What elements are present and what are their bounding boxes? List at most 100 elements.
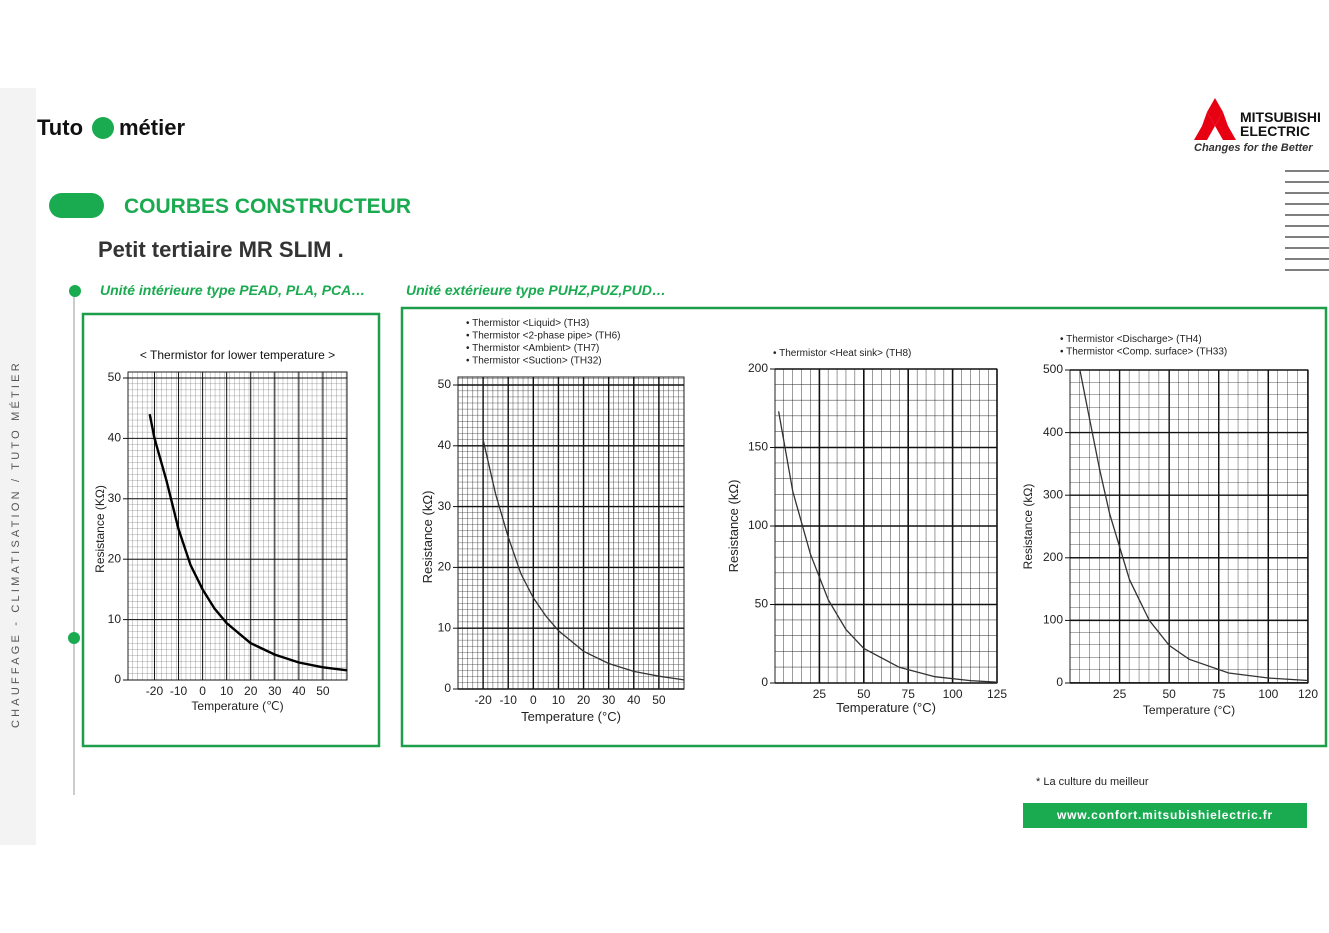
chart-frame (81, 312, 381, 748)
x-tick-label: -20 (474, 693, 492, 707)
section-title: COURBES CONSTRUCTEUR (124, 195, 411, 218)
y-axis-label: Resistance (KΩ) (93, 485, 107, 573)
x-tick-label: 10 (552, 693, 566, 707)
curve (482, 439, 685, 681)
y-tick-label: 30 (108, 491, 122, 505)
y-axis-label: Resistance (kΩ) (726, 480, 741, 573)
y-tick-label: 200 (1043, 550, 1063, 564)
y-tick-label: 30 (438, 499, 452, 513)
x-tick-label: 100 (943, 687, 963, 701)
y-tick-label: 500 (1043, 362, 1063, 376)
x-tick-label: 125 (987, 687, 1007, 701)
curve (777, 411, 998, 683)
chart-frame (400, 306, 1328, 748)
menu-lines (1285, 170, 1329, 271)
logo: MITSUBISHI ELECTRIC Changes for the Bett… (1194, 98, 1321, 154)
brand-dot (92, 117, 114, 139)
sidebar (0, 88, 36, 845)
brand-right: métier (119, 115, 185, 140)
curve (148, 413, 348, 672)
y-axis-label: Resistance (kΩ) (1021, 484, 1035, 570)
x-tick-label: 50 (857, 687, 871, 701)
x-tick-label: 100 (1258, 687, 1278, 701)
plot-grid (457, 376, 685, 690)
x-tick-label: 10 (220, 684, 234, 698)
chart: 0 50 100 150 200 25 50 75 100 125 • Thermistor <He… (726, 348, 1007, 715)
annotation: • Thermistor <Ambient> (TH7) (466, 343, 599, 354)
x-tick-label: 40 (627, 693, 641, 707)
page-title: Petit tertiaire MR SLIM . (98, 237, 344, 262)
side-text: CHAUFFAGE - CLIMATISATION / TUTO MÉTIER (9, 360, 22, 728)
y-tick-label: 50 (438, 377, 452, 391)
y-tick-label: 0 (114, 672, 121, 686)
logo-line: ELECTRIC (1240, 123, 1310, 139)
y-tick-label: 10 (108, 612, 122, 626)
x-tick-label: 50 (316, 684, 330, 698)
subtitle: Unité intérieure type PEAD, PLA, PCA… (100, 282, 365, 298)
x-tick-label: 50 (1162, 687, 1176, 701)
y-tick-label: 150 (748, 440, 768, 454)
annotation: • Thermistor <Suction> (TH32) (466, 356, 602, 367)
y-tick-label: 20 (438, 560, 452, 574)
y-tick-label: 0 (761, 675, 768, 689)
y-tick-label: 100 (1043, 613, 1063, 627)
curve (1079, 369, 1309, 682)
x-axis-label: Temperature (°C) (521, 709, 621, 724)
url-bar[interactable] (1023, 803, 1307, 828)
y-tick-label: 100 (748, 518, 768, 532)
nav-dot (69, 285, 81, 297)
logo-tagline: Changes for the Better (1194, 142, 1313, 154)
x-tick-label: 75 (1212, 687, 1226, 701)
chart: 0 10 20 30 40 50 -20 -10 0 10 20 30 40 50 < Thermistor… (93, 348, 348, 713)
x-tick-label: -20 (146, 684, 164, 698)
logo-diamond (1215, 112, 1236, 140)
y-tick-label: 10 (438, 620, 452, 634)
section-pill (49, 193, 104, 218)
nav-dot (68, 632, 80, 644)
y-tick-label: 0 (1056, 675, 1063, 689)
plot-grid (127, 371, 348, 681)
plot-grid (1069, 369, 1309, 684)
logo-line: MITSUBISHI (1240, 109, 1321, 125)
x-tick-label: 50 (652, 693, 666, 707)
y-tick-label: 400 (1043, 425, 1063, 439)
x-tick-label: 25 (1113, 687, 1127, 701)
y-tick-label: 40 (108, 431, 122, 445)
chart: 0 100 200 300 400 500 25 50 75 100 120 • Thermistor… (1021, 334, 1318, 717)
x-tick-label: 20 (244, 684, 258, 698)
y-tick-label: 40 (438, 438, 452, 452)
x-tick-label: 25 (813, 687, 827, 701)
x-axis-label: Temperature (℃) (191, 699, 283, 713)
footer-note: * La culture du meilleur (1036, 776, 1149, 788)
x-tick-label: 0 (530, 693, 537, 707)
y-axis-label: Resistance (kΩ) (420, 491, 435, 584)
x-tick-label: -10 (500, 693, 518, 707)
x-tick-label: 20 (577, 693, 591, 707)
annotation: • Thermistor <Heat sink> (TH8) (773, 348, 911, 359)
annotation: • Thermistor <Comp. surface> (TH33) (1060, 347, 1227, 358)
x-axis-label: Temperature (°C) (836, 700, 936, 715)
url[interactable]: www.confort.mitsubishielectric.fr (1056, 808, 1273, 822)
x-tick-label: 120 (1298, 687, 1318, 701)
y-tick-label: 300 (1043, 487, 1063, 501)
logo-diamond (1194, 112, 1215, 140)
brand-left: Tuto (37, 115, 83, 140)
chart-title: < Thermistor for lower temperature > (140, 348, 335, 362)
subtitle: Unité extérieure type PUHZ,PUZ,PUD… (406, 282, 666, 298)
x-tick-label: 30 (268, 684, 282, 698)
y-tick-label: 50 (755, 597, 769, 611)
chart: 0 10 20 30 40 50 -20 -10 0 10 20 30 40 50 • Thermistor… (420, 318, 685, 724)
x-axis-label: Temperature (°C) (1143, 703, 1235, 717)
y-tick-label: 200 (748, 361, 768, 375)
annotation: • Thermistor <Discharge> (TH4) (1060, 334, 1202, 345)
x-tick-label: 75 (902, 687, 916, 701)
annotation: • Thermistor <Liquid> (TH3) (466, 318, 589, 329)
y-tick-label: 0 (444, 681, 451, 695)
x-tick-label: 40 (292, 684, 306, 698)
x-tick-label: -10 (170, 684, 188, 698)
annotation: • Thermistor <2-phase pipe> (TH6) (466, 331, 621, 342)
y-tick-label: 50 (108, 370, 122, 384)
